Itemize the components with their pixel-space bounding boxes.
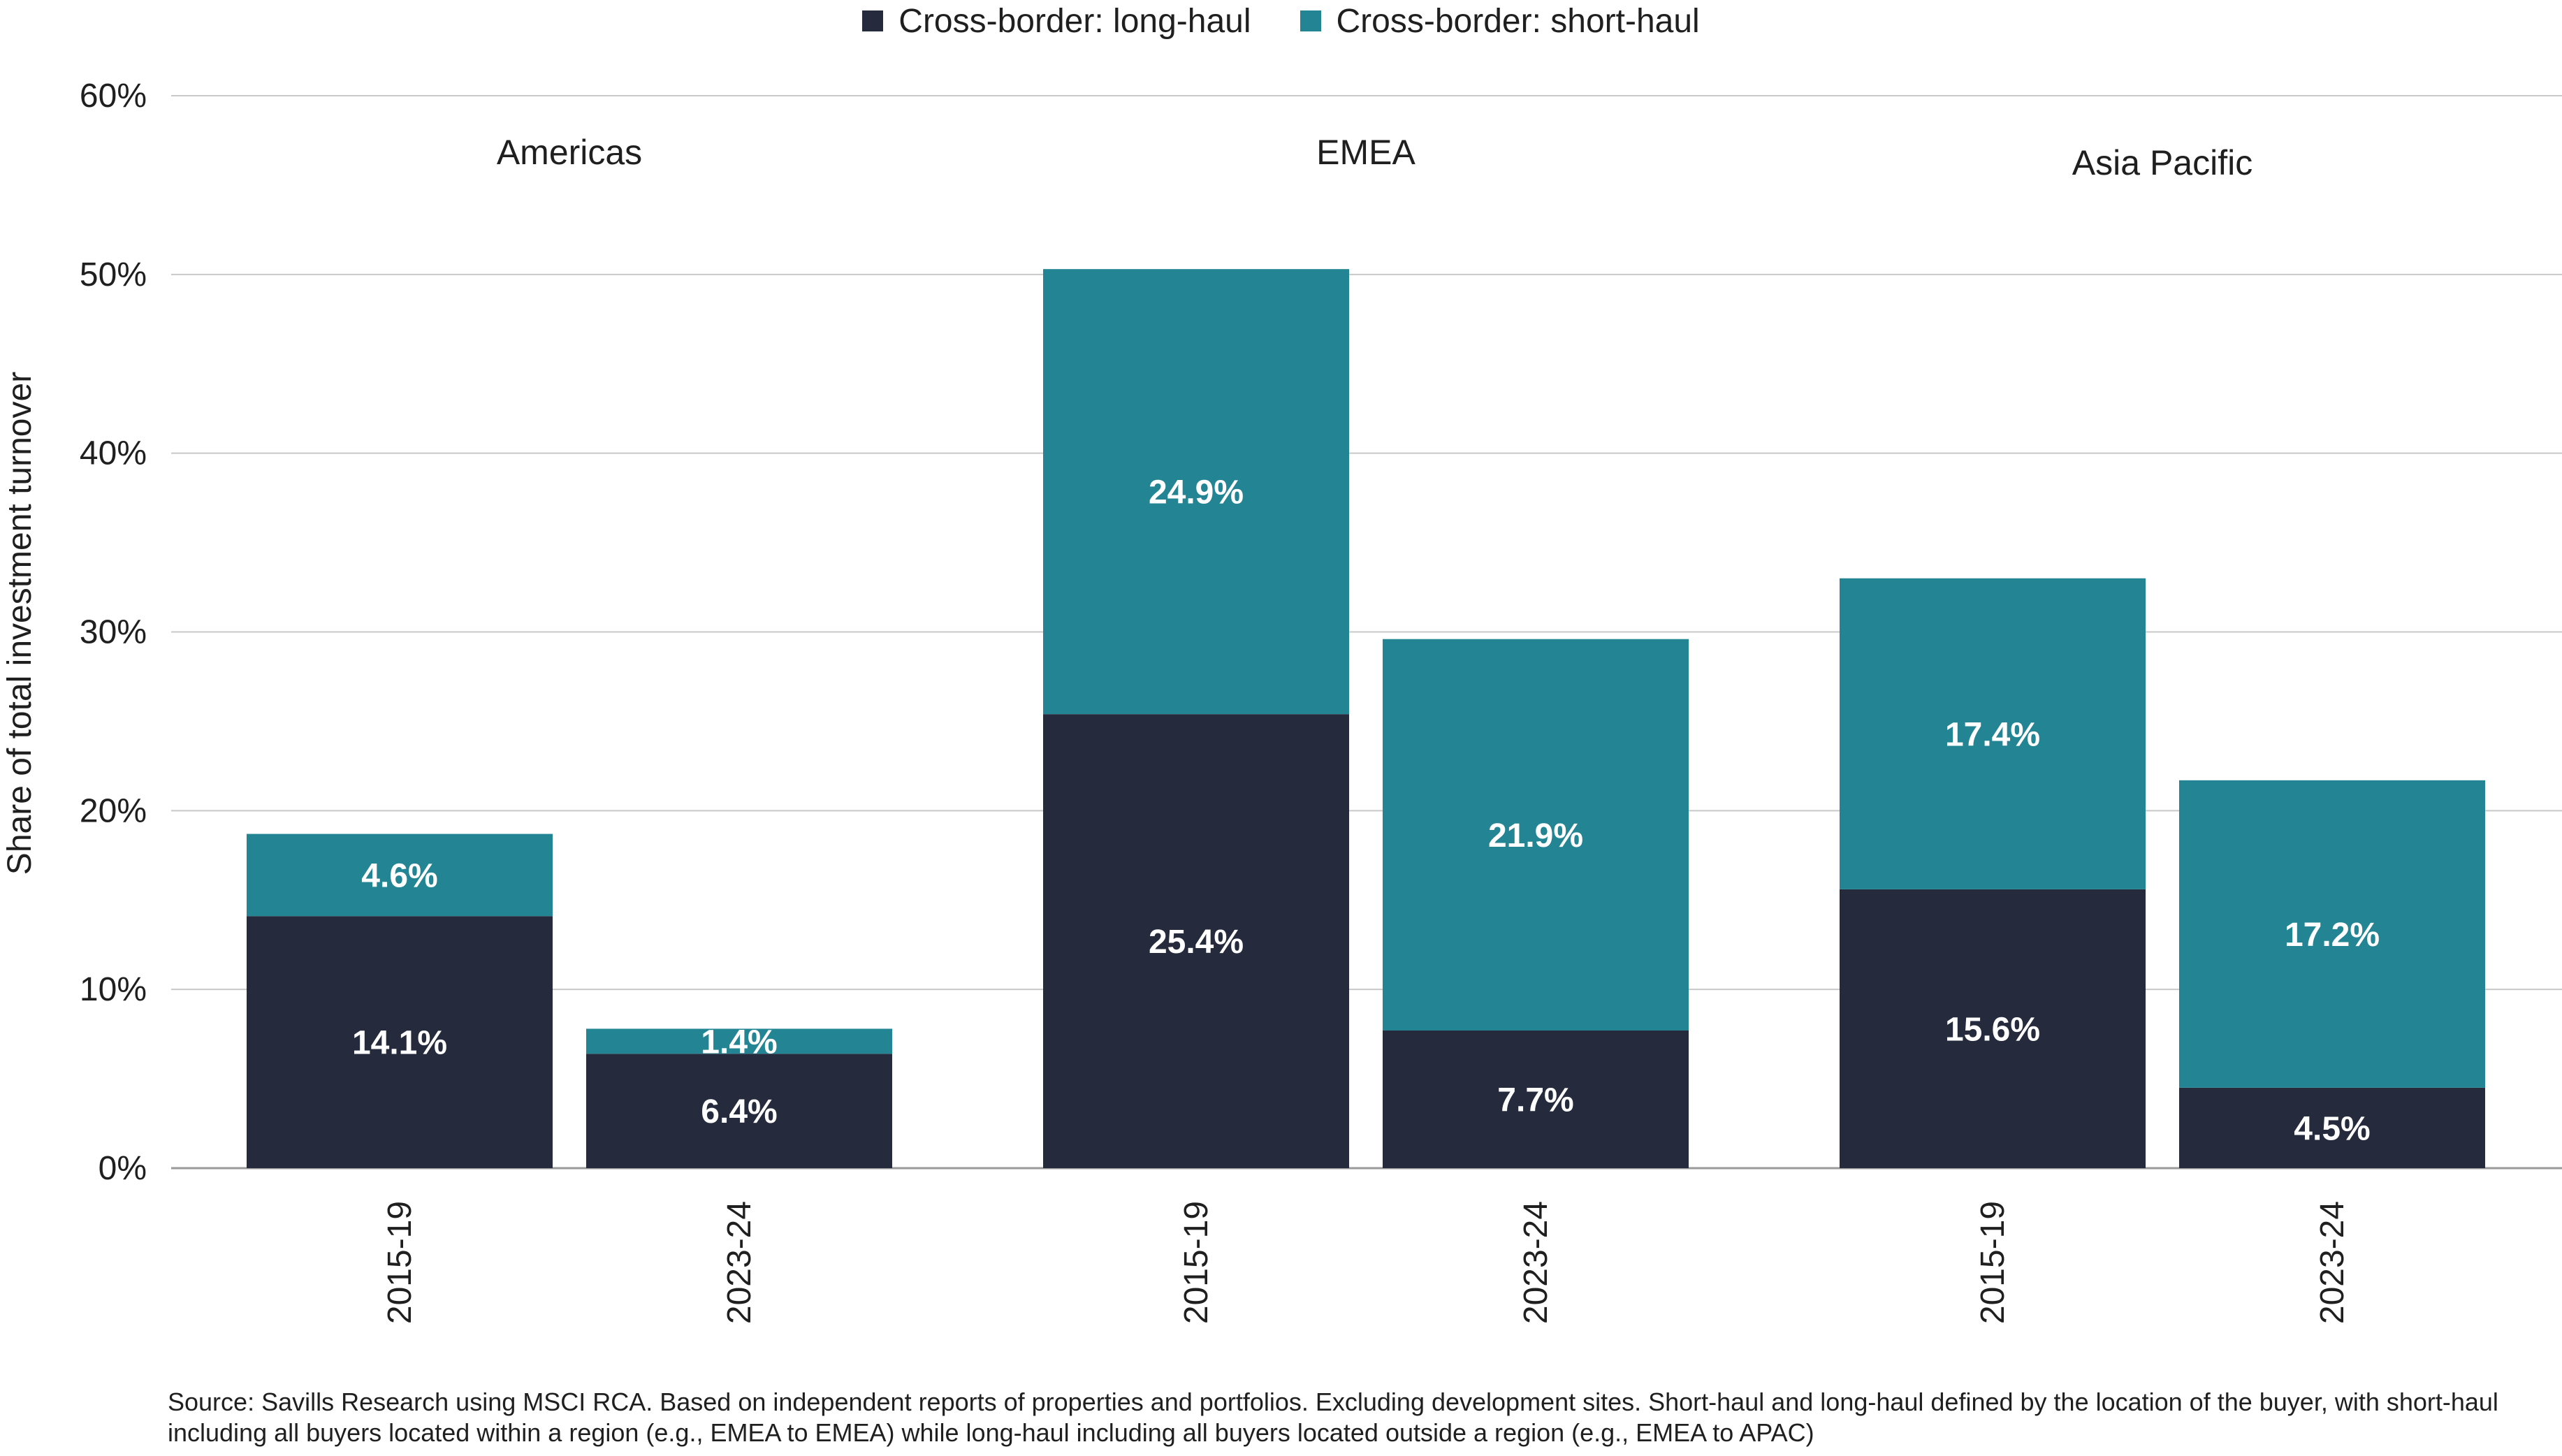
bar-segment — [1840, 578, 2146, 889]
bar-segment — [586, 1054, 892, 1168]
bars: 14.1% 4.6% 6.4% 1.4% 25.4% 24.9% 7.7% 21.9% 15.6… — [247, 269, 2485, 1168]
legend-item-long-haul: Cross-border: long-haul — [862, 2, 1251, 41]
x-axis-ticks: 2015-19 2023-24 2015-19 2023-24 2015-19 2023-… — [381, 1201, 2351, 1324]
y-tick-label: 40% — [80, 435, 147, 472]
y-tick-label: 20% — [80, 792, 147, 829]
x-tick-label: 2015-19 — [1974, 1201, 2011, 1324]
x-tick-label: 2023-24 — [1517, 1201, 1555, 1324]
source-note: Source: Savills Research using MSCI RCA.… — [168, 1388, 2498, 1447]
y-tick-label: 0% — [99, 1150, 147, 1187]
legend-swatch-long-haul — [862, 10, 884, 31]
y-tick-label: 30% — [80, 614, 147, 651]
gridlines — [171, 95, 2562, 1170]
x-tick-label: 2023-24 — [2314, 1201, 2351, 1324]
x-tick-label: 2023-24 — [721, 1201, 758, 1324]
data-label: 17.2% — [2285, 917, 2380, 954]
data-label: 14.1% — [352, 1025, 447, 1062]
data-label: 21.9% — [1488, 817, 1583, 854]
bar-segment — [586, 1028, 892, 1054]
data-label: 17.4% — [1945, 716, 2040, 753]
y-axis-ticks: 0% 10% 20% 30% 40% 50% 60% — [80, 78, 147, 1187]
data-label: 15.6% — [1945, 1011, 2040, 1048]
bar-segment — [2179, 1087, 2485, 1168]
x-tick-label: 2015-19 — [1178, 1201, 1215, 1324]
bar-segment — [247, 833, 553, 917]
data-label: 4.6% — [361, 857, 437, 894]
y-tick-label: 50% — [80, 256, 147, 293]
data-label: 6.4% — [701, 1093, 777, 1130]
region-label: EMEA — [1316, 133, 1415, 172]
region-label: Asia Pacific — [2072, 143, 2252, 182]
legend-item-short-haul: Cross-border: short-haul — [1300, 2, 1700, 41]
y-axis-label: Share of total investment turnover — [1, 372, 38, 875]
bar-segment — [1383, 639, 1689, 1031]
data-label: 25.4% — [1149, 924, 1244, 961]
x-tick-label: 2015-19 — [381, 1201, 418, 1324]
y-tick-label: 60% — [80, 78, 147, 115]
region-label: Americas — [497, 133, 642, 172]
data-label: 24.9% — [1149, 474, 1244, 511]
legend: Cross-border: long-haul Cross-border: sh… — [0, 0, 2562, 42]
legend-swatch-short-haul — [1300, 10, 1321, 31]
bar-segment — [1383, 1031, 1689, 1168]
data-label: 1.4% — [701, 1024, 777, 1061]
bar-segment — [2179, 780, 2485, 1088]
stacked-bar-chart: 0% 10% 20% 30% 40% 50% 60% Share of total inve… — [1, 78, 2562, 1324]
legend-label-short-haul: Cross-border: short-haul — [1336, 2, 1700, 40]
bar-segment — [247, 916, 553, 1168]
region-labels: Americas EMEA Asia Pacific — [497, 133, 2252, 182]
bar-segment — [1043, 269, 1349, 715]
bar-segment — [1043, 714, 1349, 1168]
legend-label-long-haul: Cross-border: long-haul — [898, 2, 1251, 40]
bar-segment — [1840, 889, 2146, 1168]
data-label: 7.7% — [1497, 1082, 1573, 1119]
y-tick-label: 10% — [80, 971, 147, 1008]
data-label: 4.5% — [2294, 1110, 2370, 1147]
